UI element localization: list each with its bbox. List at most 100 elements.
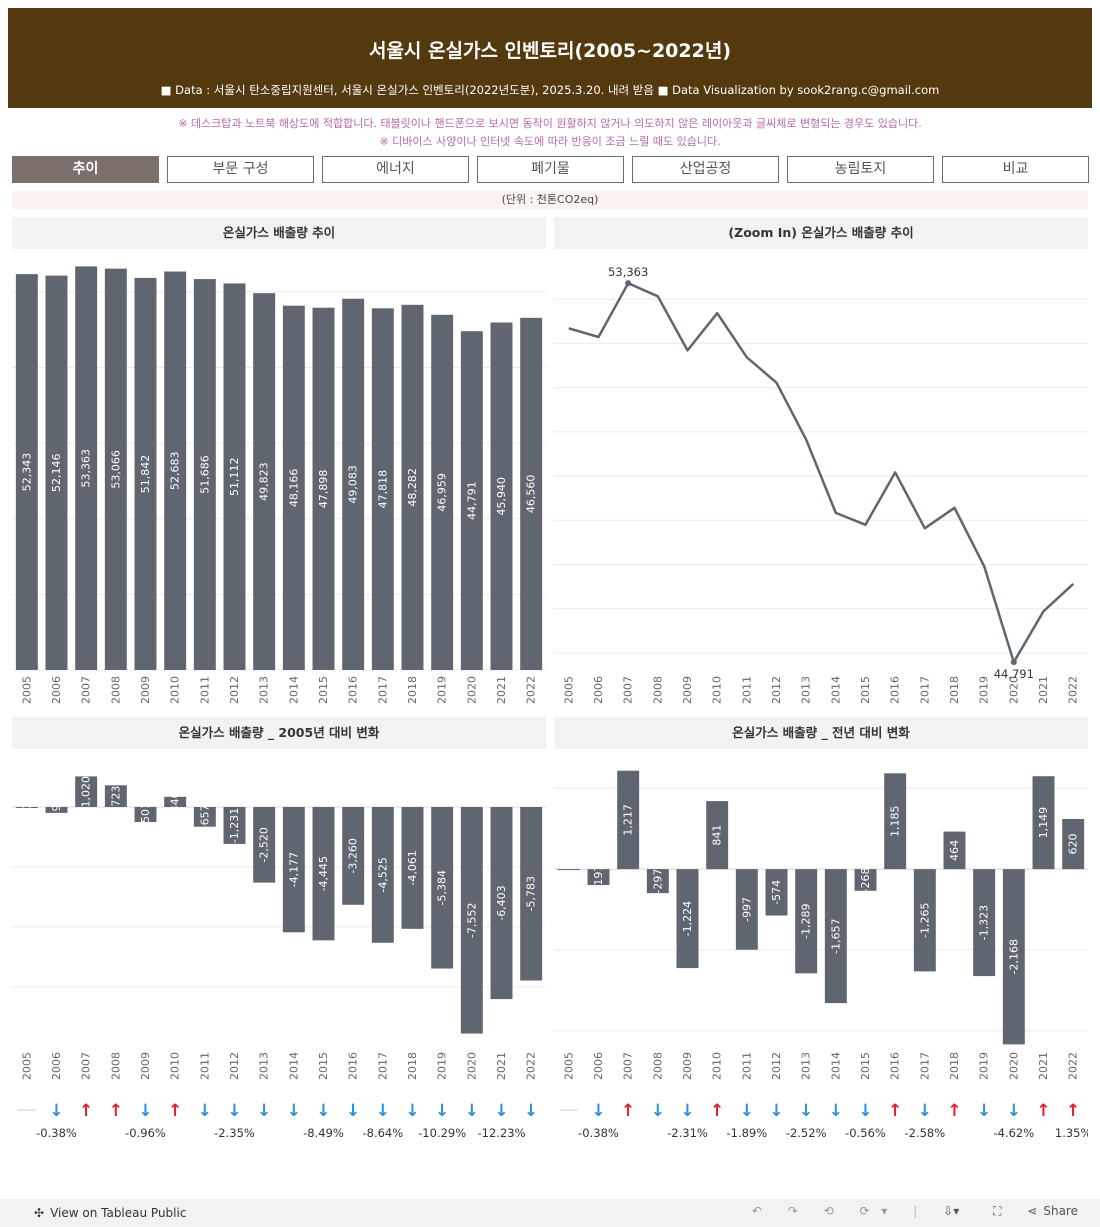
chart3-x-tick-2021: 2021: [495, 1052, 508, 1080]
chart4-up-arrow-icon-2016: ↑: [888, 1101, 902, 1121]
chart1-value-label-2020: 44,791: [465, 481, 478, 520]
chart4-x-tick-2015: 2015: [859, 1052, 872, 1080]
chart4-up-arrow-icon-2018: ↑: [947, 1101, 961, 1121]
chart4-value-label-2008: -297: [651, 869, 664, 894]
tableau-logo-icon: ✣: [34, 1206, 45, 1220]
revert-icon[interactable]: ⟲: [823, 1204, 834, 1218]
chart3-bar-2019: [431, 807, 454, 969]
chart1-x-tick-2006: 2006: [50, 676, 63, 704]
chart4-up-arrow-icon-2010: ↑: [710, 1101, 724, 1121]
chart4-x-tick-2020: 2020: [1007, 1052, 1020, 1080]
chart4-bar-2014: [824, 869, 847, 1004]
chart4-bar-2009: [676, 869, 699, 969]
view-on-tableau-label: View on Tableau Public: [50, 1206, 187, 1220]
chart4-down-arrow-icon-2008: ↓: [651, 1101, 665, 1121]
chart2-x-tick-2013: 2013: [800, 676, 813, 704]
tab-agriculture-land[interactable]: 농림토지: [787, 156, 934, 183]
chart3-value-label-2005: 0: [20, 804, 33, 811]
chart3-value-label-2019: -5,384: [436, 870, 449, 905]
tab-industrial-process[interactable]: 산업공정: [632, 156, 779, 183]
chart1-bar-2020: [460, 331, 483, 670]
chart4-bar-2005: [557, 869, 580, 871]
tab-comparison[interactable]: 비교: [942, 156, 1089, 183]
tab-waste[interactable]: 폐기물: [477, 156, 624, 183]
chart3-value-label-2021: -6,403: [495, 885, 508, 920]
chart1-bar-2012: [223, 283, 246, 670]
chart3-down-arrow-icon-2022: ↓: [524, 1101, 538, 1121]
chart3-value-label-2016: -3,260: [347, 838, 360, 873]
view-on-tableau-link[interactable]: ✣ View on Tableau Public: [34, 1206, 186, 1220]
chart3-x-tick-2019: 2019: [436, 1052, 449, 1080]
chart2-x-tick-2008: 2008: [651, 676, 664, 704]
chart4-up-arrow-icon-2021: ↑: [1036, 1101, 1050, 1121]
chart1-x-tick-2018: 2018: [406, 676, 419, 704]
chart4-down-arrow-icon-2009: ↓: [680, 1101, 694, 1121]
chart4-value-label-2016: 1,185: [889, 805, 902, 837]
chart3-down-arrow-icon-2019: ↓: [435, 1101, 449, 1121]
chart2-max-label: 53,363: [608, 265, 648, 279]
chart1-value-label-2011: 51,686: [198, 455, 211, 494]
chart4-bar-2012: [765, 869, 788, 916]
chart3-pct-label-2012: -2.35%: [214, 1126, 255, 1140]
notice-line-1: ※ 데스크탑과 노트북 해상도에 적합합니다. 태블릿이나 핸드폰으로 보시면 …: [178, 117, 922, 130]
chart2-x-tick-2017: 2017: [918, 676, 931, 704]
chart2-x-tick-2005: 2005: [562, 676, 575, 704]
chart3-bar-2008: [104, 785, 127, 807]
chart3-down-arrow-icon-2011: ↓: [198, 1101, 212, 1121]
chart3-value-label-2015: -4,445: [317, 856, 330, 891]
share-button[interactable]: Share: [1043, 1204, 1078, 1218]
chart4-value-label-2015: -268: [859, 867, 872, 892]
chart4-pct-label-2022: 1.35%: [1055, 1126, 1088, 1140]
chart4-x-tick-2021: 2021: [1037, 1052, 1050, 1080]
chart1-value-label-2013: 49,823: [258, 462, 271, 501]
chart4-pct-label-2015: -0.56%: [845, 1126, 886, 1140]
chart1-bar-2005: [15, 274, 38, 670]
chart4-down-arrow-icon-2015: ↓: [858, 1101, 872, 1121]
chart4-bar-2006: [587, 869, 610, 886]
chart4-up-arrow-icon-2022: ↑: [1066, 1101, 1080, 1121]
chart2-x-tick-2010: 2010: [711, 676, 724, 704]
chart3-pct-label-2019: -10.29%: [418, 1126, 466, 1140]
chart1-bar-2015: [312, 307, 335, 670]
chart3-value-label-2010: 340: [169, 791, 182, 812]
chart2-x-tick-2012: 2012: [770, 676, 783, 704]
chart3-down-arrow-icon-2012: ↓: [227, 1101, 241, 1121]
chart2-x-tick-2016: 2016: [889, 676, 902, 704]
chart3-value-label-2012: -1,231: [228, 808, 241, 843]
redo-icon[interactable]: ↷: [787, 1204, 798, 1218]
chart1-bar-2008: [104, 268, 127, 670]
tab-energy[interactable]: 에너지: [322, 156, 469, 183]
chart3-down-arrow-icon-2013: ↓: [257, 1101, 271, 1121]
dashboard-header: 서울시 온실가스 인벤토리(2005~2022년) ■ Data : 서울시 탄…: [8, 8, 1092, 108]
chart4-bar-2019: [973, 869, 996, 977]
download-icon[interactable]: ⇩▾: [943, 1204, 960, 1218]
fullscreen-icon[interactable]: ⛶: [993, 1204, 1002, 1218]
chart4-down-arrow-icon-2019: ↓: [977, 1101, 991, 1121]
tab-sector-composition[interactable]: 부문 구성: [167, 156, 314, 183]
chart3-x-tick-2006: 2006: [50, 1052, 63, 1080]
share-icon[interactable]: ⋖: [1027, 1204, 1038, 1218]
chart4-bar-2013: [795, 869, 818, 974]
chart1-x-tick-2022: 2022: [525, 676, 538, 704]
chart4-bar-2018: [943, 831, 966, 870]
chart1-bar-2007: [75, 266, 98, 670]
chart1-x-tick-2012: 2012: [228, 676, 241, 704]
chart4-value-label-2022: 620: [1067, 834, 1080, 855]
chart3-x-tick-2017: 2017: [376, 1052, 389, 1080]
chart4-down-arrow-icon-2014: ↓: [829, 1101, 843, 1121]
chart1-value-label-2021: 45,940: [495, 477, 508, 516]
dashboard-title: 서울시 온실가스 인벤토리(2005~2022년): [368, 40, 732, 62]
refresh-icon[interactable]: ⟳: [859, 1204, 870, 1218]
chart3-bar-2011: [193, 807, 216, 827]
chart3-down-arrow-icon-2018: ↓: [405, 1101, 419, 1121]
chart3-value-label-2008: 723: [109, 786, 122, 807]
chart1-bar-2021: [490, 322, 513, 670]
chart3-x-tick-2018: 2018: [406, 1052, 419, 1080]
chart3-value-label-2018: -4,061: [406, 850, 419, 885]
undo-icon[interactable]: ↶: [751, 1204, 762, 1218]
chart3-bar-2007: [75, 776, 98, 807]
refresh-dropdown-icon[interactable]: ▾: [881, 1204, 888, 1218]
chart4-bar-2016: [884, 773, 907, 870]
tab-trend[interactable]: 추이: [12, 156, 159, 183]
chart1-x-tick-2016: 2016: [347, 676, 360, 704]
